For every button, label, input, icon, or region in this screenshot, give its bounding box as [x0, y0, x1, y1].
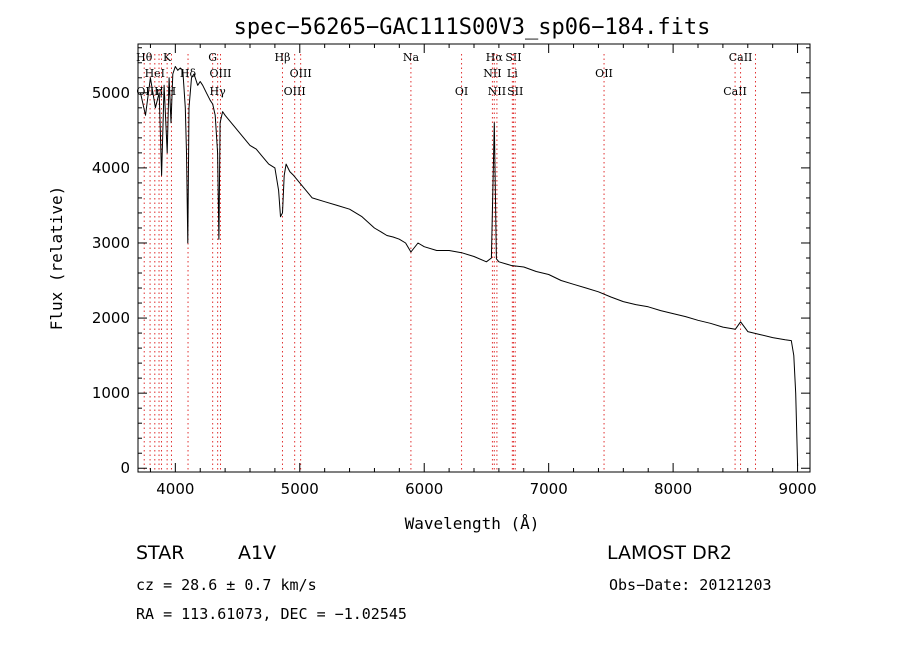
line-marker-label: H [167, 85, 177, 98]
line-marker-label: CaII [723, 85, 747, 98]
line-marker-label: SII [505, 51, 521, 64]
x-tick-label: 9000 [778, 480, 816, 498]
observation-date: Obs−Date: 20121203 [609, 576, 772, 594]
x-tick-label: 6000 [405, 480, 443, 498]
spectrum-series [140, 66, 799, 467]
chart-title: spec−56265−GAC111S00V3_sp06−184.fits [234, 15, 711, 40]
y-axis-label: Flux (relative) [47, 186, 66, 331]
line-marker-label: OII [595, 67, 613, 80]
line-marker-label: Li [507, 67, 518, 80]
line-marker-label: η [156, 85, 163, 98]
survey-name: LAMOST DR2 [607, 542, 732, 564]
line-marker-label: G [208, 51, 217, 64]
line-marker-label: Hδ [180, 67, 197, 80]
y-tick-label: 3000 [92, 234, 130, 252]
line-marker-label: HeI [145, 67, 165, 80]
y-tick-label: 1000 [92, 384, 130, 402]
line-marker-label: NII [488, 85, 506, 98]
line-marker-label: OIII [284, 85, 306, 98]
redshift-readout: cz = 28.6 ± 0.7 km/s [136, 576, 317, 594]
x-tick-label: 4000 [156, 480, 194, 498]
line-marker-label: OIII [290, 67, 312, 80]
x-tick-label: 7000 [530, 480, 568, 498]
line-marker-label: Hα [486, 51, 504, 64]
line-marker-label: Hθ [136, 51, 153, 64]
spectrum-line [140, 66, 799, 467]
line-marker-label: OIII [209, 67, 231, 80]
object-class: STAR [136, 542, 184, 564]
plot-frame [137, 43, 811, 473]
line-marker-label: CaII [729, 51, 753, 64]
y-tick-label: 5000 [92, 84, 130, 102]
y-tick-label: 0 [120, 459, 130, 477]
y-tick-label: 4000 [92, 159, 130, 177]
line-marker-label: Na [403, 51, 420, 64]
line-marker-label: Hβ [275, 51, 291, 64]
x-axis-label: Wavelength (Å) [405, 514, 540, 533]
line-marker-label: K [163, 51, 172, 64]
x-tick-label: 8000 [654, 480, 692, 498]
line-marker-label: NII [483, 67, 501, 80]
line-marker-label: Hγ [210, 85, 227, 98]
line-marker-label: OI [455, 85, 468, 98]
axis-ticks: 4000 5000 6000 7000 8000 9000 0 1000 2000 3000 400… [92, 44, 817, 498]
line-marker-label: OIIH [136, 85, 163, 98]
x-tick-label: 5000 [281, 480, 319, 498]
coordinates-readout: RA = 113.61073, DEC = −1.02545 [136, 605, 407, 623]
line-markers: Hθ OIIH HeI η K HHδ G Hγ OIII Hβ OIII OIII Na OI NII Hα… [136, 51, 756, 472]
y-tick-label: 2000 [92, 309, 130, 327]
line-marker-label: SII [507, 85, 523, 98]
spectral-subclass: A1V [238, 542, 276, 564]
